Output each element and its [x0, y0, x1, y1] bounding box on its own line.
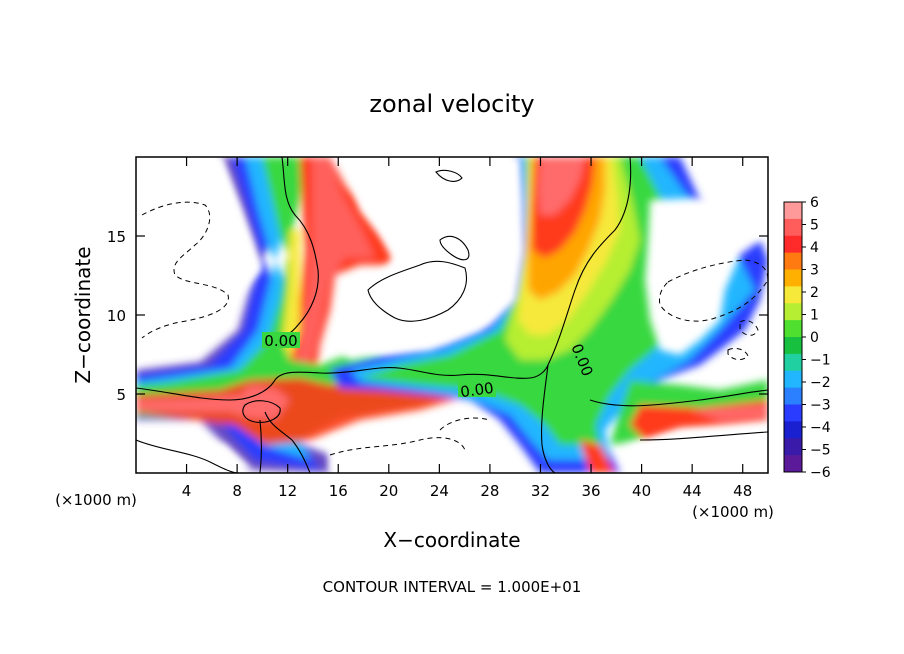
x-tick-label: 32 [531, 482, 550, 500]
colorbar: 6 5 4 3 2 1 0 −1 −2 −3 −4 −5 −6 [783, 195, 831, 481]
colorbar-tick-label: −6 [810, 465, 831, 481]
x-tick-label: 24 [430, 482, 449, 500]
axis-ticks [136, 157, 768, 473]
x-tick-label: 36 [581, 482, 600, 500]
colorbar-swatch [784, 235, 802, 254]
colorbar-swatch [784, 353, 802, 372]
contour-interval-note: CONTOUR INTERVAL = 1.000E+01 [323, 578, 582, 596]
colorbar-swatch [784, 337, 802, 355]
colorbar-tick-label: −1 [810, 353, 831, 369]
colorbar-tick-label: −2 [810, 375, 831, 391]
colorbar-swatch [784, 421, 802, 439]
colorbar-swatch [784, 404, 802, 422]
dashed-contours [141, 201, 768, 456]
y-tick-labels: 5 10 15 [107, 228, 126, 404]
colorbar-tick-label: −5 [810, 443, 831, 459]
colorbar-tick-label: 0 [810, 330, 819, 346]
colorbar-tick-label: 4 [810, 240, 819, 256]
colorbar-swatch [784, 370, 802, 389]
colorbar-swatch [784, 202, 802, 220]
colorbar-tick-label: −4 [810, 420, 831, 436]
colorbar-swatch [784, 286, 802, 304]
colorbar-swatch [784, 387, 802, 405]
y-tick-label: 10 [107, 307, 126, 325]
x-unit-label: (×1000 m) [692, 503, 774, 521]
contour-label: 0.00 [459, 379, 495, 401]
colorbar-tick-label: 6 [810, 195, 819, 211]
x-axis-label: X−coordinate [383, 528, 520, 552]
x-tick-label: 40 [632, 482, 651, 500]
colorbar-swatch [784, 303, 802, 321]
y-axis-label: Z−coordinate [71, 246, 95, 383]
colorbar-tick-label: −3 [810, 398, 831, 414]
colorbar-swatch [784, 320, 802, 338]
colorbar-tick-label: 1 [810, 308, 819, 324]
x-tick-labels: 4 8 12 16 20 24 28 32 36 40 44 48 [182, 482, 752, 500]
y-tick-label: 5 [116, 386, 126, 404]
x-tick-label: 4 [182, 482, 192, 500]
x-tick-label: 20 [379, 482, 398, 500]
colorbar-labels: 6 5 4 3 2 1 0 −1 −2 −3 −4 −5 −6 [802, 195, 831, 481]
x-tick-label: 44 [683, 482, 702, 500]
colorbar-swatch [784, 438, 802, 456]
colorbar-swatch [784, 455, 802, 473]
zero-regions [136, 157, 768, 473]
x-tick-label: 48 [733, 482, 752, 500]
colorbar-swatch [784, 269, 802, 287]
x-tick-label: 8 [232, 482, 242, 500]
colorbar-tick-label: 3 [810, 263, 819, 279]
contour-lines [136, 157, 768, 473]
chart-title: zonal velocity [369, 90, 534, 118]
x-tick-label: 12 [278, 482, 297, 500]
y-tick-label: 15 [107, 228, 126, 246]
colorbar-tick-label: 5 [810, 218, 819, 234]
heatmap-field: 0.00 0.00 0.00 [136, 157, 768, 473]
colorbar-swatch [784, 252, 802, 270]
contour-label: 0.00 [264, 332, 297, 350]
colorbar-tick-label: 2 [810, 285, 819, 301]
x-tick-label: 16 [329, 482, 348, 500]
colorbar-swatches [784, 202, 802, 473]
y-unit-label: (×1000 m) [55, 491, 137, 509]
colorbar-swatch [784, 218, 802, 237]
x-tick-label: 28 [480, 482, 499, 500]
